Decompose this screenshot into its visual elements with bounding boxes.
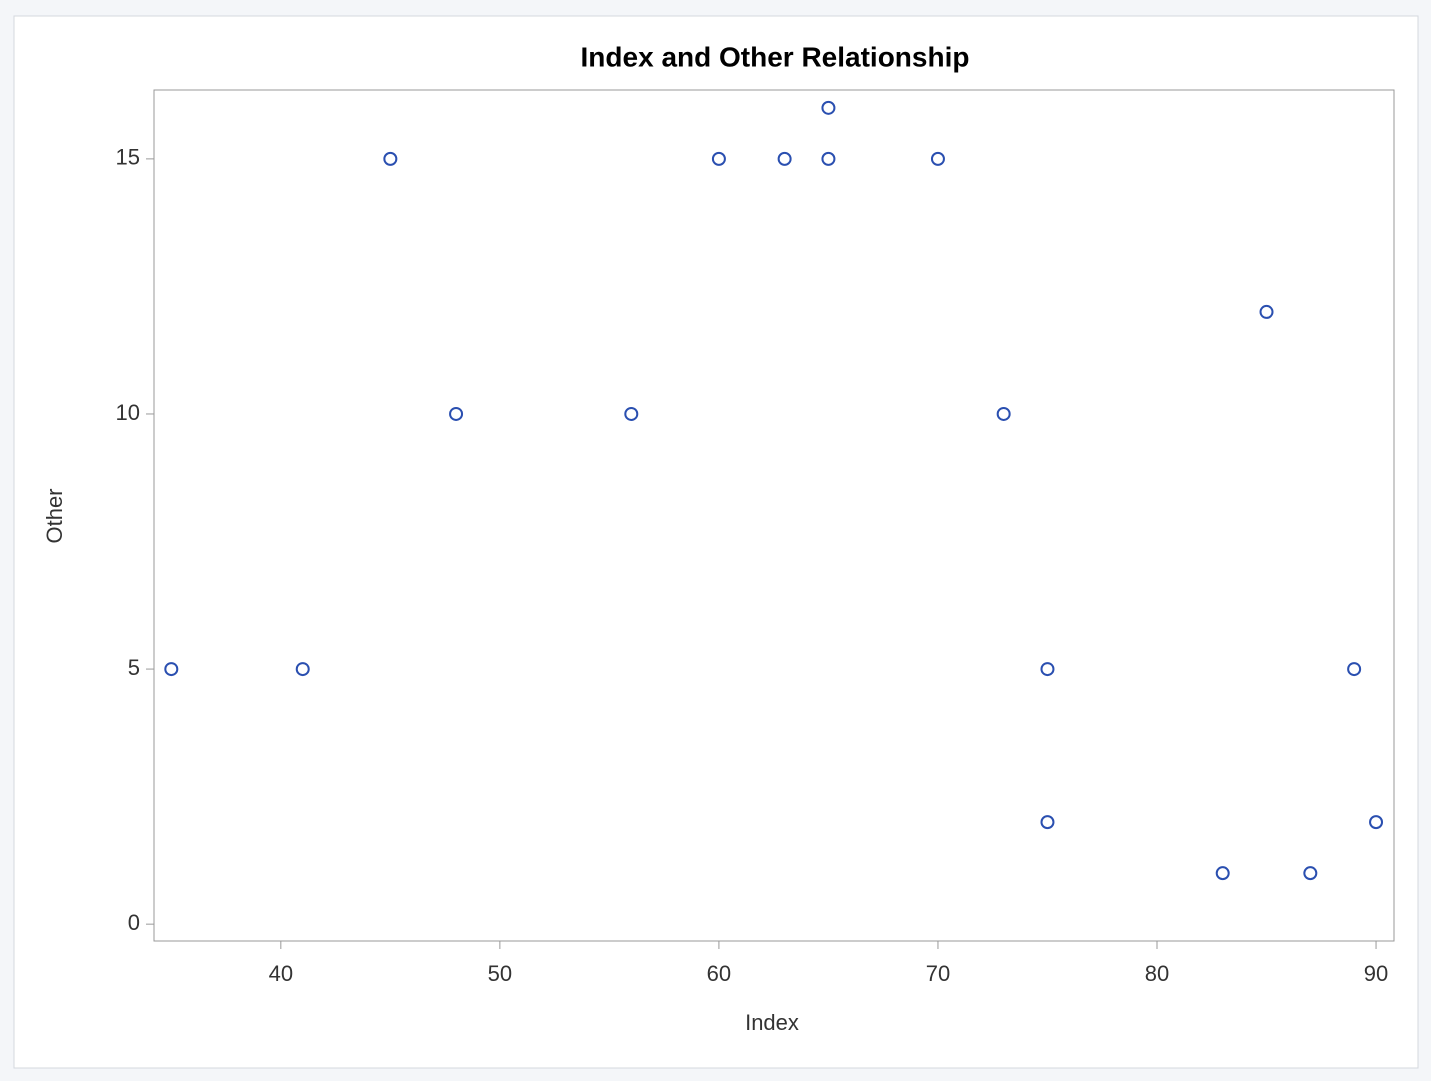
point	[624, 406, 639, 421]
x-tick-label: 70	[926, 961, 950, 986]
point	[295, 662, 310, 677]
point	[1347, 662, 1362, 677]
point	[383, 151, 398, 166]
point	[821, 151, 836, 166]
y-tick-label: 0	[128, 910, 140, 935]
point	[1040, 815, 1055, 830]
point	[1040, 662, 1055, 677]
point	[821, 100, 836, 115]
x-tick-label: 50	[488, 961, 512, 986]
point	[711, 151, 726, 166]
point	[164, 662, 179, 677]
point	[1215, 866, 1230, 881]
y-axis-label: Other	[42, 488, 67, 543]
point	[1369, 815, 1384, 830]
chart-background	[13, 15, 1419, 1069]
plot-frame	[153, 89, 1395, 942]
x-axis-label: Index	[745, 1010, 799, 1035]
point	[1303, 866, 1318, 881]
y-tick-label: 5	[128, 655, 140, 680]
y-tick-label: 15	[116, 145, 140, 170]
point	[1259, 304, 1274, 319]
x-tick-label: 40	[269, 961, 293, 986]
point	[930, 151, 945, 166]
point	[777, 151, 792, 166]
point	[449, 406, 464, 421]
x-tick-label: 90	[1364, 961, 1388, 986]
chart-title: Index and Other Relationship	[581, 41, 970, 72]
point	[996, 406, 1011, 421]
y-tick-label: 10	[116, 400, 140, 425]
x-tick-label: 60	[707, 961, 731, 986]
x-tick-label: 80	[1145, 961, 1169, 986]
